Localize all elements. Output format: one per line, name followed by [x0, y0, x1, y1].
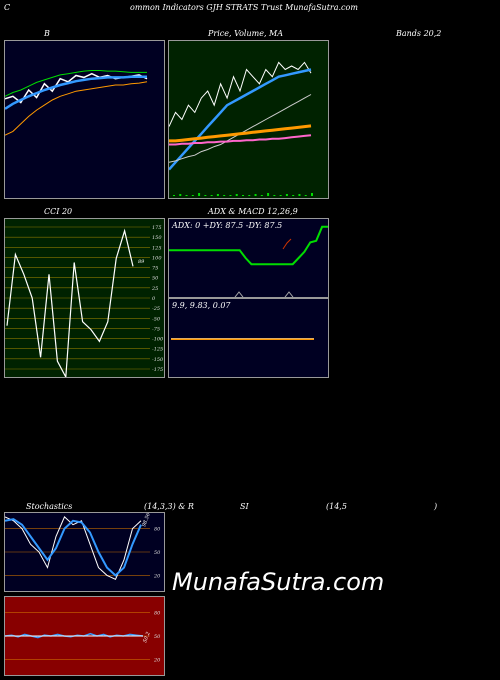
price-series-price	[169, 61, 312, 127]
volume-bar	[210, 195, 213, 196]
bands-series-middle	[5, 75, 147, 110]
cci-tick-label: 0	[152, 296, 156, 302]
volume-bar	[204, 195, 207, 196]
label-b: B	[44, 29, 50, 38]
bands-chart	[5, 41, 164, 198]
cci-tick-label: -125	[152, 347, 163, 353]
stoch-current-label: 98.56	[141, 513, 152, 528]
rsi-tick-label: 20	[153, 657, 161, 663]
label-stoch-a: Stochastics	[26, 502, 73, 511]
volume-bar	[285, 194, 288, 196]
cci-tick-label: -75	[152, 326, 160, 332]
macd-chart	[169, 299, 328, 377]
label-stoch-b: (14,3,3) & R	[144, 502, 194, 511]
rsi-panel: 80 50 20 50.2	[4, 596, 165, 676]
volume-bar	[229, 195, 232, 196]
cci-tick-label: -25	[152, 306, 160, 312]
stoch-chart: 80 50 20 98.56	[5, 513, 164, 591]
volume-bar	[267, 193, 270, 196]
cci-tick-label: 150	[152, 235, 162, 241]
cci-chart: 175 150 125 100 75 50 25 0 -25 -50 -75 -100 -125 -150…	[5, 219, 164, 377]
label-bands: Bands 20,2	[396, 29, 442, 38]
cci-tick-label: 100	[152, 255, 162, 261]
label-stoch-e: )	[434, 502, 438, 511]
cci-tick-label: -150	[152, 357, 164, 363]
cci-tick-label: 125	[152, 245, 162, 251]
volume-bar	[254, 194, 257, 196]
label-price-ma: Price, Volume, MA	[208, 29, 284, 38]
cci-tick-label: 50	[152, 276, 159, 282]
volume-bar	[173, 195, 175, 196]
volume-bar	[242, 195, 244, 196]
bands-series-lower	[5, 81, 148, 136]
adx-di-bump	[234, 291, 244, 297]
rsi-tick-label: 80	[154, 611, 161, 617]
panel-background	[169, 299, 328, 377]
stoch-tick-label: 20	[153, 573, 161, 579]
stoch-tick-label: 50	[154, 550, 161, 556]
volume-bar	[279, 195, 282, 196]
adx-values: ADX: 0 +DY: 87.5 -DY: 87.5	[172, 221, 283, 230]
volume-bar	[248, 195, 251, 196]
watermark: MunafaSutra.com	[172, 568, 385, 596]
cci-line	[6, 228, 134, 377]
panel-background	[169, 219, 328, 297]
volume-bar	[216, 194, 219, 196]
stoch-series-d	[5, 518, 142, 577]
stoch-panel: 80 50 20 98.56	[4, 512, 165, 592]
volume-bar	[311, 193, 313, 196]
adx-red-segment	[282, 238, 292, 250]
panel-background	[169, 41, 328, 198]
macd-values: 9.9, 9.83, 0.07	[172, 301, 231, 310]
volume-bar	[304, 195, 307, 196]
rsi-current-label: 50.2	[142, 631, 151, 644]
price-series-ma-orange	[169, 124, 312, 143]
adx-line	[169, 225, 328, 266]
rsi-tick-label: 50	[154, 634, 161, 640]
adx-panel: ADX: 0 +DY: 87.5 -DY: 87.5	[168, 218, 329, 298]
adx-chart	[169, 219, 328, 297]
macd-panel: 9.9, 9.83, 0.07	[168, 298, 329, 378]
cci-tick-label: -100	[152, 337, 164, 343]
volume-bar	[223, 195, 226, 196]
volume-bar	[179, 194, 182, 196]
volume-bar	[260, 195, 263, 196]
label-cci: CCI 20	[44, 207, 73, 216]
bands-series-upper	[5, 70, 147, 97]
panel-background	[5, 41, 164, 198]
volume-bar	[191, 195, 194, 196]
price-series-ma-pink	[169, 134, 312, 146]
header-c: C	[4, 3, 11, 12]
cci-tick-label: 25	[151, 286, 158, 292]
cci-tick-label: -175	[152, 367, 163, 373]
cci-tick-label: -50	[152, 316, 161, 322]
bands-panel	[4, 40, 165, 199]
cci-tick-label: 75	[152, 266, 158, 272]
price-chart	[169, 41, 328, 198]
adx-di-bump	[284, 291, 294, 297]
label-adx-macd: ADX & MACD 12,26,9	[208, 207, 298, 216]
cci-panel: 175 150 125 100 75 50 25 0 -25 -50 -75 -100 -125 -150…	[4, 218, 165, 378]
volume-bar	[298, 194, 301, 196]
volume-bar	[235, 194, 238, 196]
label-stoch-d: (14,5	[326, 502, 347, 511]
rsi-chart: 80 50 20 50.2	[5, 597, 164, 675]
cci-current-label: 89	[138, 259, 145, 265]
volume-bar	[292, 195, 295, 196]
stoch-tick-label: 80	[154, 527, 161, 533]
page-title: ommon Indicators GJH STRATS Trust Munafa…	[130, 3, 358, 12]
volume-bar	[185, 195, 188, 196]
cci-tick-label: 175	[152, 225, 162, 231]
price-panel	[168, 40, 329, 199]
label-stoch-c: SI	[240, 502, 249, 511]
volume-bar	[273, 195, 276, 196]
volume-bar	[198, 193, 201, 196]
